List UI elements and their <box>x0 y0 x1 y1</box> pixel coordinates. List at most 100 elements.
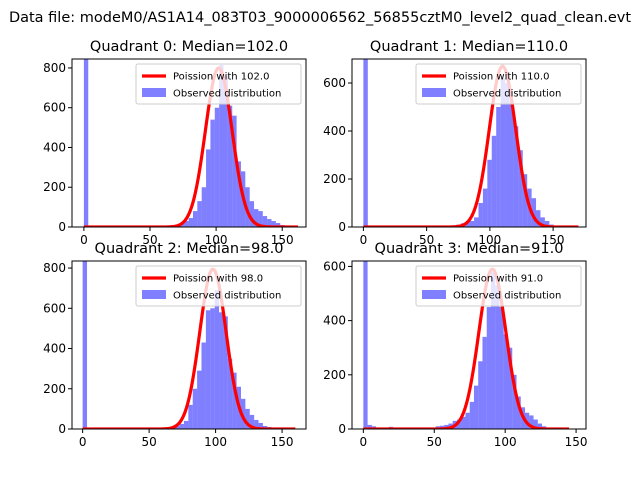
histogram-bar <box>486 307 491 429</box>
legend-box <box>415 265 582 307</box>
histogram-bar <box>367 424 372 429</box>
legend-hist-swatch <box>422 88 446 97</box>
histogram-bar <box>205 310 211 429</box>
histogram-bar <box>183 420 189 429</box>
histogram-bar <box>474 217 479 227</box>
legend-hist-swatch <box>142 290 166 299</box>
histogram-bar <box>214 290 220 429</box>
y-tick-label: 0 <box>338 220 346 234</box>
legend: Poission with 98.0 Observed distribution <box>135 265 302 307</box>
y-tick-label: 0 <box>58 422 66 436</box>
y-tick-label: 400 <box>43 342 66 356</box>
histogram-bar <box>513 126 519 227</box>
histogram-bar <box>490 271 496 429</box>
histogram-bar <box>469 221 475 227</box>
y-tick-label: 600 <box>43 301 66 315</box>
histogram-bar <box>537 423 543 429</box>
histogram-bar <box>184 221 189 227</box>
histogram-bar <box>509 102 514 227</box>
histogram-bar <box>536 210 541 227</box>
histogram-bar <box>522 174 528 227</box>
histogram-bar <box>223 75 228 227</box>
legend: Poission with 102.0 Observed distribution <box>135 63 302 105</box>
histogram-bar <box>456 419 462 429</box>
histogram-bar <box>249 201 255 227</box>
axes-frame <box>71 58 307 228</box>
legend-hist-label: Observed distribution <box>173 291 281 302</box>
histogram-bar <box>540 217 545 227</box>
histogram-bar <box>188 404 193 429</box>
panel-title: Quadrant 1: Median=110.0 <box>370 39 568 55</box>
legend-hist-swatch <box>422 290 446 299</box>
histogram-bar <box>192 211 198 227</box>
histogram-bar <box>236 161 241 227</box>
legend-fit-label: Poission with 110.0 <box>453 72 549 83</box>
histogram-bar <box>210 119 215 227</box>
y-tick-label: 0 <box>58 220 66 234</box>
x-tick-label: 150 <box>565 435 588 449</box>
histogram-bar <box>267 219 272 227</box>
legend: Poission with 110.0 Observed distribution <box>415 63 582 105</box>
histogram-bar <box>533 419 538 429</box>
axes-frame <box>351 58 587 228</box>
legend-box <box>135 265 302 307</box>
histogram-bar <box>192 388 198 429</box>
x-tick-label: 0 <box>80 233 88 247</box>
x-tick-label: 50 <box>141 435 156 449</box>
legend-box <box>135 63 302 105</box>
figure-title: Data file: modeM0/AS1A14_083T03_90000065… <box>9 10 631 26</box>
histogram-bar <box>275 223 281 227</box>
histogram-bar <box>206 149 211 227</box>
histogram-bar <box>495 285 500 429</box>
histogram-bar <box>258 422 263 429</box>
legend-box <box>415 63 582 105</box>
histogram-bar <box>223 316 228 429</box>
histogram-bar <box>210 308 215 429</box>
panel-title: Quadrant 3: Median=91.0 <box>375 241 564 257</box>
histogram-bar <box>363 59 368 227</box>
legend-hist-label: Observed distribution <box>173 89 281 100</box>
y-tick-label: 200 <box>323 172 346 186</box>
histogram-bar <box>82 261 88 429</box>
histogram-bar <box>461 416 466 429</box>
x-tick-label: 100 <box>494 435 517 449</box>
histogram-bar <box>508 347 513 429</box>
histogram-bar <box>482 336 487 429</box>
y-tick-label: 800 <box>43 61 66 75</box>
histogram-bar <box>179 423 184 429</box>
x-tick-label: 50 <box>142 233 157 247</box>
histogram-bar <box>496 107 501 227</box>
histogram-bar <box>531 198 537 227</box>
histogram-bar <box>516 396 521 429</box>
x-tick-label: 50 <box>419 233 434 247</box>
histogram <box>363 59 559 227</box>
histogram-bar <box>188 218 193 227</box>
x-tick-label: 0 <box>360 233 368 247</box>
histogram-bar <box>482 188 488 227</box>
histogram-bar <box>465 222 470 227</box>
histogram-bar <box>271 221 276 227</box>
legend-hist-swatch <box>142 88 166 97</box>
histogram-bar <box>469 401 474 429</box>
histogram-bar <box>478 361 483 429</box>
y-tick-label: 200 <box>43 382 66 396</box>
y-tick-label: 600 <box>323 259 346 273</box>
histogram-bar <box>363 261 368 429</box>
histogram-bar <box>544 221 550 227</box>
histogram-bar <box>505 83 510 227</box>
x-tick-label: 0 <box>79 435 87 449</box>
histogram-bar <box>232 115 237 227</box>
histogram-bar <box>254 209 259 227</box>
y-tick-label: 200 <box>323 368 346 382</box>
quadrant-panel-2: 0 50 100 150 0 200 400 600 800 Quadrant 2: Median… <box>43 241 307 449</box>
fit-curve <box>362 64 580 227</box>
legend-hist-label: Observed distribution <box>453 89 561 100</box>
y-tick-label: 600 <box>323 76 346 90</box>
histogram-bar <box>197 201 202 227</box>
legend-fit-label: Poission with 91.0 <box>453 274 543 285</box>
histogram-bar <box>473 385 479 429</box>
histogram-bar <box>197 370 202 429</box>
legend-fit-label: Poission with 98.0 <box>173 274 263 285</box>
quadrant-panel-1: 0 50 100 150 0 200 400 600 Quadrant 1: Median=11… <box>323 39 587 247</box>
